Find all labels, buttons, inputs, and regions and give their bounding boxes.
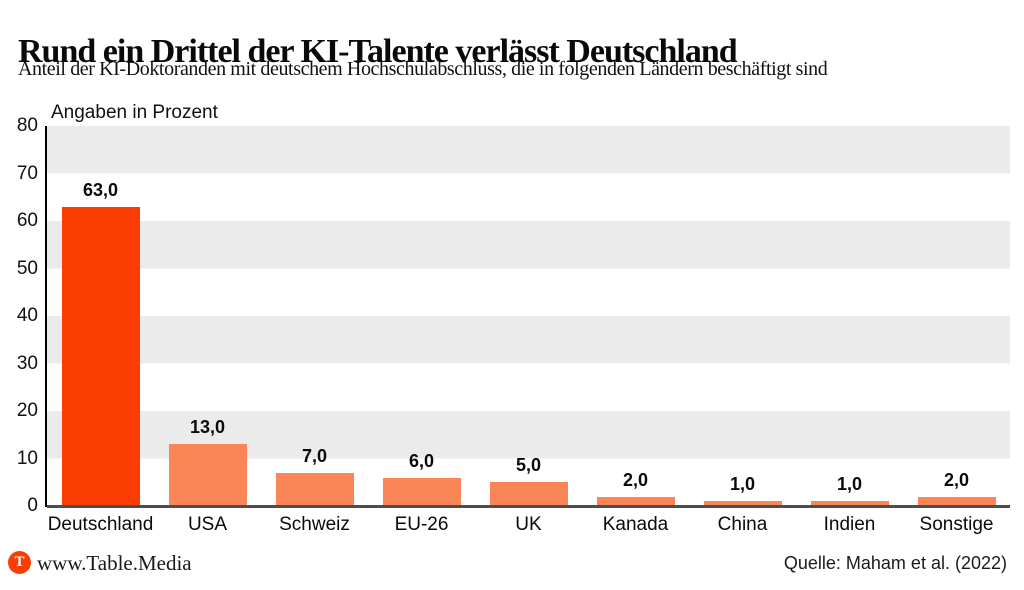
- y-tick-label: 70: [16, 162, 38, 184]
- y-tick-label: 80: [16, 115, 38, 136]
- bar-value-label: 2,0: [622, 469, 649, 490]
- bar-value-label: 1,0: [729, 474, 756, 495]
- source-citation: Quelle: Maham et al. (2022): [783, 553, 1007, 573]
- y-tick-label: 50: [16, 257, 38, 279]
- x-axis-category-label: USA: [187, 514, 228, 535]
- bar-value-label: 2,0: [943, 469, 970, 490]
- x-axis-category-label: Indien: [823, 514, 876, 535]
- y-tick-label: 60: [16, 210, 38, 231]
- bar-value-label: 13,0: [189, 417, 226, 438]
- y-tick-label: 20: [16, 400, 38, 421]
- bar-value-label: 6,0: [408, 450, 435, 471]
- bar-value-label: 5,0: [515, 455, 542, 476]
- bar-value-label: 1,0: [836, 474, 863, 495]
- website-url: www.Table.Media: [37, 551, 192, 575]
- bar-chart-plot-area: [47, 126, 1010, 506]
- bar-uk: [489, 482, 568, 506]
- bar-eu-26: [382, 477, 461, 506]
- logo-letter: T: [14, 554, 25, 570]
- bar-kanada: [596, 496, 675, 506]
- y-tick-label: 40: [16, 305, 38, 326]
- x-axis-category-label: EU-26: [394, 514, 449, 535]
- y-tick-label: 30: [16, 352, 38, 374]
- x-axis-line: [47, 505, 1010, 508]
- table-media-logo-icon: T: [8, 551, 31, 574]
- x-axis-category-label: Kanada: [602, 514, 669, 535]
- x-axis-category-label: China: [717, 514, 768, 535]
- y-tick-label: 0: [27, 495, 38, 516]
- bar-sonstige: [917, 496, 996, 506]
- bar-deutschland: [61, 206, 140, 506]
- bar-value-label: 63,0: [82, 179, 119, 200]
- y-tick-label: 10: [16, 447, 38, 469]
- page-title: Rund ein Drittel der KI-Talente verlässt…: [18, 32, 738, 70]
- bar-value-label: 7,0: [301, 445, 328, 466]
- bar-indien: [810, 501, 889, 506]
- x-axis-category-label: Sonstige: [919, 514, 994, 535]
- y-axis-line: [45, 126, 47, 507]
- y-axis-unit-label: Angaben in Prozent: [51, 102, 218, 123]
- bar-schweiz: [275, 472, 354, 506]
- x-axis-category-label: Deutschland: [47, 514, 154, 535]
- bar-usa: [168, 444, 247, 506]
- x-axis-category-label: UK: [515, 514, 542, 535]
- bar-china: [703, 501, 782, 506]
- x-axis-category-label: Schweiz: [279, 514, 350, 535]
- page-subtitle: Anteil der KI-Doktoranden mit deutschem …: [18, 58, 828, 80]
